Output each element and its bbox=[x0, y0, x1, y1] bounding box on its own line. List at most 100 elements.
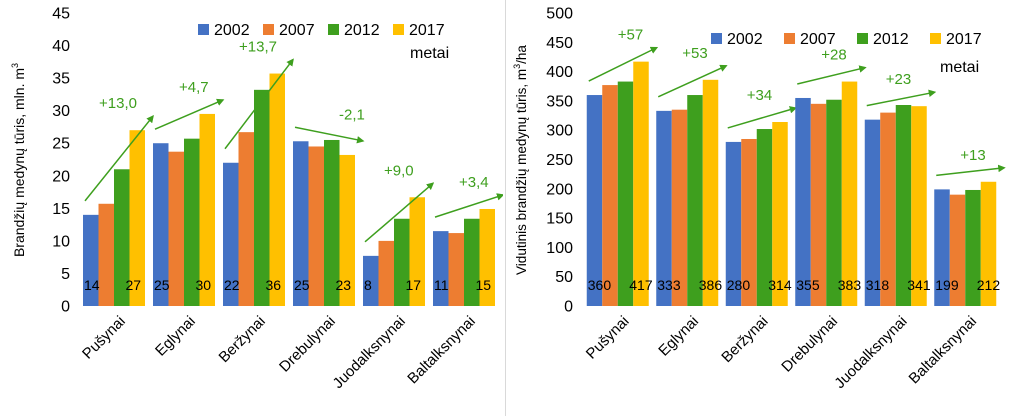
bar-2017 bbox=[199, 113, 215, 306]
left-chart-panel: 0 5 10 15 20 25 30 35 40 45 Brandžių medynų tūris,… bbox=[0, 0, 503, 416]
data-label-first: 360 bbox=[588, 277, 612, 293]
y-axis-label: Vidutinis brandžių medynų tūris, m3/ha bbox=[512, 45, 529, 275]
y-tick-label: 350 bbox=[546, 93, 573, 110]
y-tick-label: 400 bbox=[546, 64, 573, 81]
change-arrow bbox=[588, 46, 659, 82]
change-arrow bbox=[294, 126, 365, 144]
data-label-first: 280 bbox=[727, 277, 751, 293]
bar-2012 bbox=[687, 95, 703, 306]
bar-2017 bbox=[980, 181, 997, 306]
bar-2012 bbox=[114, 169, 130, 306]
bar-2017 bbox=[841, 81, 858, 306]
data-label-last: 386 bbox=[699, 277, 723, 293]
change-label: +3,4 bbox=[459, 174, 489, 191]
data-label-first: 22 bbox=[224, 277, 240, 293]
bar-2002 bbox=[586, 95, 603, 306]
bar-2017 bbox=[702, 79, 719, 306]
legend-swatch bbox=[711, 33, 722, 44]
change-arrow bbox=[936, 164, 1006, 177]
bar-2012 bbox=[895, 105, 912, 306]
bar-2012 bbox=[826, 99, 842, 306]
data-label-first: 25 bbox=[154, 277, 170, 293]
bar-2012 bbox=[756, 129, 773, 306]
data-label-last: 27 bbox=[126, 277, 142, 293]
data-label-last: 417 bbox=[629, 277, 653, 293]
x-tick-label: Eglynai bbox=[152, 313, 199, 360]
data-label-last: 30 bbox=[196, 277, 212, 293]
bar-2002 bbox=[934, 189, 950, 306]
change-label: +23 bbox=[886, 71, 911, 88]
bar-2002 bbox=[153, 143, 169, 306]
bar-2007 bbox=[238, 132, 254, 306]
change-arrow bbox=[866, 89, 937, 107]
data-label-first: 11 bbox=[434, 277, 449, 293]
data-label-last: 314 bbox=[768, 277, 792, 293]
bar-2017 bbox=[911, 106, 927, 306]
change-label: +28 bbox=[821, 47, 846, 64]
y-tick-label: 10 bbox=[52, 233, 70, 250]
x-tick-label: Baltalksnynai bbox=[404, 313, 479, 388]
legend-note: metai bbox=[940, 59, 979, 76]
legend-label: 2002 bbox=[214, 22, 250, 39]
change-arrow bbox=[84, 115, 154, 202]
right-chart-panel: 0 50 100 150 200 250 300 350 400 450 500 Vidutinis … bbox=[505, 0, 1012, 416]
bar-2007 bbox=[98, 203, 114, 306]
change-arrow bbox=[434, 193, 503, 218]
y-tick-label: 450 bbox=[546, 35, 573, 52]
y-tick-label: 150 bbox=[546, 211, 573, 228]
y-tick-label: 100 bbox=[546, 240, 573, 257]
data-label-first: 333 bbox=[657, 277, 681, 293]
legend-swatch bbox=[328, 24, 339, 35]
x-tick-label: Juodalksnynai bbox=[330, 313, 409, 392]
change-label: +4,7 bbox=[179, 79, 209, 96]
bar-2007 bbox=[448, 233, 464, 306]
y-tick-label: 250 bbox=[546, 152, 573, 169]
data-label-first: 8 bbox=[364, 277, 372, 293]
y-tick-label: 15 bbox=[52, 201, 70, 218]
bar-2017 bbox=[129, 130, 145, 306]
change-label: +53 bbox=[682, 45, 707, 62]
change-arrow bbox=[657, 64, 728, 98]
right-bar-chart: 0 50 100 150 200 250 300 350 400 450 500 Vidutinis … bbox=[512, 6, 1006, 392]
bar-2017 bbox=[409, 197, 425, 306]
change-label: +9,0 bbox=[384, 162, 414, 179]
legend-label: 2007 bbox=[279, 22, 315, 39]
bar-2002 bbox=[725, 141, 742, 306]
bar-2007 bbox=[168, 151, 184, 306]
bar-2007 bbox=[671, 109, 688, 306]
change-arrow bbox=[727, 106, 798, 129]
legend-swatch bbox=[263, 24, 274, 35]
legend-label: 2012 bbox=[344, 22, 380, 39]
bar-2012 bbox=[464, 218, 480, 306]
legend-label: 2007 bbox=[800, 31, 836, 48]
x-tick-label: Drebulynai bbox=[778, 313, 841, 376]
bar-2007 bbox=[741, 138, 757, 306]
bar-2002 bbox=[223, 162, 239, 306]
y-tick-label: 200 bbox=[546, 181, 573, 198]
legend-label: 2017 bbox=[946, 31, 982, 48]
data-label-first: 14 bbox=[84, 277, 100, 293]
bar-2017 bbox=[269, 73, 285, 306]
bar-2007 bbox=[949, 194, 966, 306]
x-tick-label: Pušynai bbox=[583, 313, 633, 363]
left-bar-chart: 0 5 10 15 20 25 30 35 40 45 Brandžių medynų tūris,… bbox=[10, 6, 503, 392]
y-axis-label: Brandžių medynų tūris, mln. m3 bbox=[10, 63, 27, 257]
data-label-first: 25 bbox=[294, 277, 310, 293]
y-tick-label: 20 bbox=[52, 168, 70, 185]
bar-2002 bbox=[83, 214, 99, 306]
x-tick-label: Baltalksnynai bbox=[906, 313, 981, 388]
x-tick-label: Beržynai bbox=[718, 313, 771, 366]
x-tick-label: Pušynai bbox=[79, 313, 129, 363]
bar-2017 bbox=[339, 154, 355, 306]
data-label-last: 15 bbox=[476, 277, 492, 293]
bar-2002 bbox=[363, 255, 379, 306]
legend-swatch bbox=[930, 33, 941, 44]
data-label-last: 36 bbox=[266, 277, 282, 293]
change-label: +13 bbox=[960, 147, 985, 164]
bar-2017 bbox=[772, 121, 788, 306]
data-label-last: 17 bbox=[406, 277, 422, 293]
y-tick-label: 25 bbox=[52, 136, 70, 153]
change-label: -2,1 bbox=[339, 106, 365, 123]
y-tick-label: 40 bbox=[52, 38, 70, 55]
legend-swatch bbox=[784, 33, 795, 44]
